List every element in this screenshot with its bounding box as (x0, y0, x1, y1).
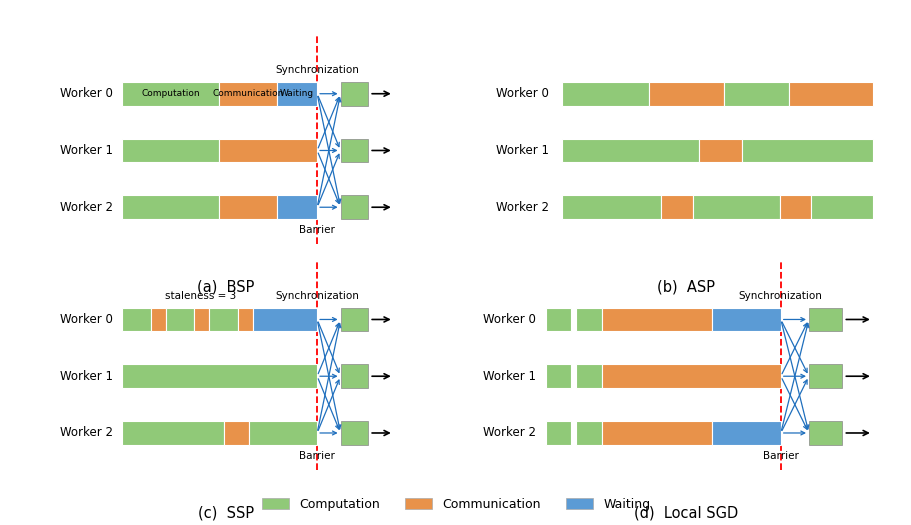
Bar (561, 195, 660, 219)
Bar (121, 308, 151, 331)
Bar (340, 82, 368, 106)
Bar (340, 421, 368, 445)
Bar (220, 139, 317, 162)
Text: Barrier: Barrier (299, 225, 334, 235)
Text: Synchronization: Synchronization (738, 291, 822, 301)
Text: (a)  BSP: (a) BSP (197, 280, 254, 295)
Bar (166, 308, 194, 331)
Text: Synchronization: Synchronization (275, 65, 359, 75)
Bar (698, 139, 742, 162)
Bar (121, 139, 220, 162)
Bar (194, 308, 209, 331)
Bar (545, 421, 570, 445)
Text: staleness = 3: staleness = 3 (164, 291, 236, 301)
Bar (576, 364, 601, 388)
Text: Worker 2: Worker 2 (60, 201, 113, 214)
Bar (561, 139, 698, 162)
Bar (601, 364, 780, 388)
Bar (223, 421, 249, 445)
Text: Barrier: Barrier (762, 450, 798, 460)
Bar (810, 195, 873, 219)
Bar (545, 308, 570, 331)
Bar (576, 421, 601, 445)
Legend: Computation, Communication, Waiting: Computation, Communication, Waiting (256, 493, 655, 516)
Text: Worker 1: Worker 1 (482, 370, 535, 383)
Bar (249, 421, 317, 445)
Bar (253, 308, 317, 331)
Bar (220, 82, 276, 106)
Bar (660, 195, 691, 219)
Text: Worker 1: Worker 1 (60, 370, 113, 383)
Bar (808, 421, 841, 445)
Bar (576, 308, 601, 331)
Text: Synchronization: Synchronization (275, 291, 359, 301)
Bar (340, 364, 368, 388)
Text: Worker 0: Worker 0 (60, 313, 113, 326)
Bar (121, 82, 220, 106)
Bar (238, 308, 253, 331)
Bar (711, 308, 780, 331)
Bar (220, 195, 276, 219)
Text: Barrier: Barrier (299, 450, 334, 460)
Text: (b)  ASP: (b) ASP (657, 280, 714, 295)
Bar (742, 139, 873, 162)
Bar (151, 308, 166, 331)
Text: Communication: Communication (212, 89, 283, 98)
Bar (723, 82, 788, 106)
Text: Worker 2: Worker 2 (482, 426, 535, 439)
Bar (808, 364, 841, 388)
Bar (648, 82, 723, 106)
Bar (691, 195, 779, 219)
Bar (601, 421, 711, 445)
Text: (c)  SSP: (c) SSP (198, 506, 253, 521)
Text: Worker 1: Worker 1 (496, 144, 548, 157)
Bar (561, 82, 648, 106)
Bar (545, 364, 570, 388)
Bar (209, 308, 238, 331)
Bar (788, 82, 873, 106)
Text: Worker 2: Worker 2 (60, 426, 113, 439)
Text: Worker 0: Worker 0 (496, 87, 548, 100)
Bar (276, 195, 317, 219)
Bar (601, 308, 711, 331)
Text: Worker 2: Worker 2 (496, 201, 548, 214)
Text: Worker 1: Worker 1 (60, 144, 113, 157)
Text: Worker 0: Worker 0 (60, 87, 113, 100)
Bar (340, 308, 368, 331)
Text: Waiting: Waiting (280, 89, 313, 98)
Bar (340, 139, 368, 162)
Bar (808, 308, 841, 331)
Bar (276, 82, 317, 106)
Bar (121, 195, 220, 219)
Bar (121, 421, 223, 445)
Bar (711, 421, 780, 445)
Bar (121, 364, 317, 388)
Text: Worker 0: Worker 0 (482, 313, 535, 326)
Bar (779, 195, 810, 219)
Bar (340, 195, 368, 219)
Text: Computation: Computation (141, 89, 200, 98)
Text: (d)  Local SGD: (d) Local SGD (633, 506, 738, 521)
